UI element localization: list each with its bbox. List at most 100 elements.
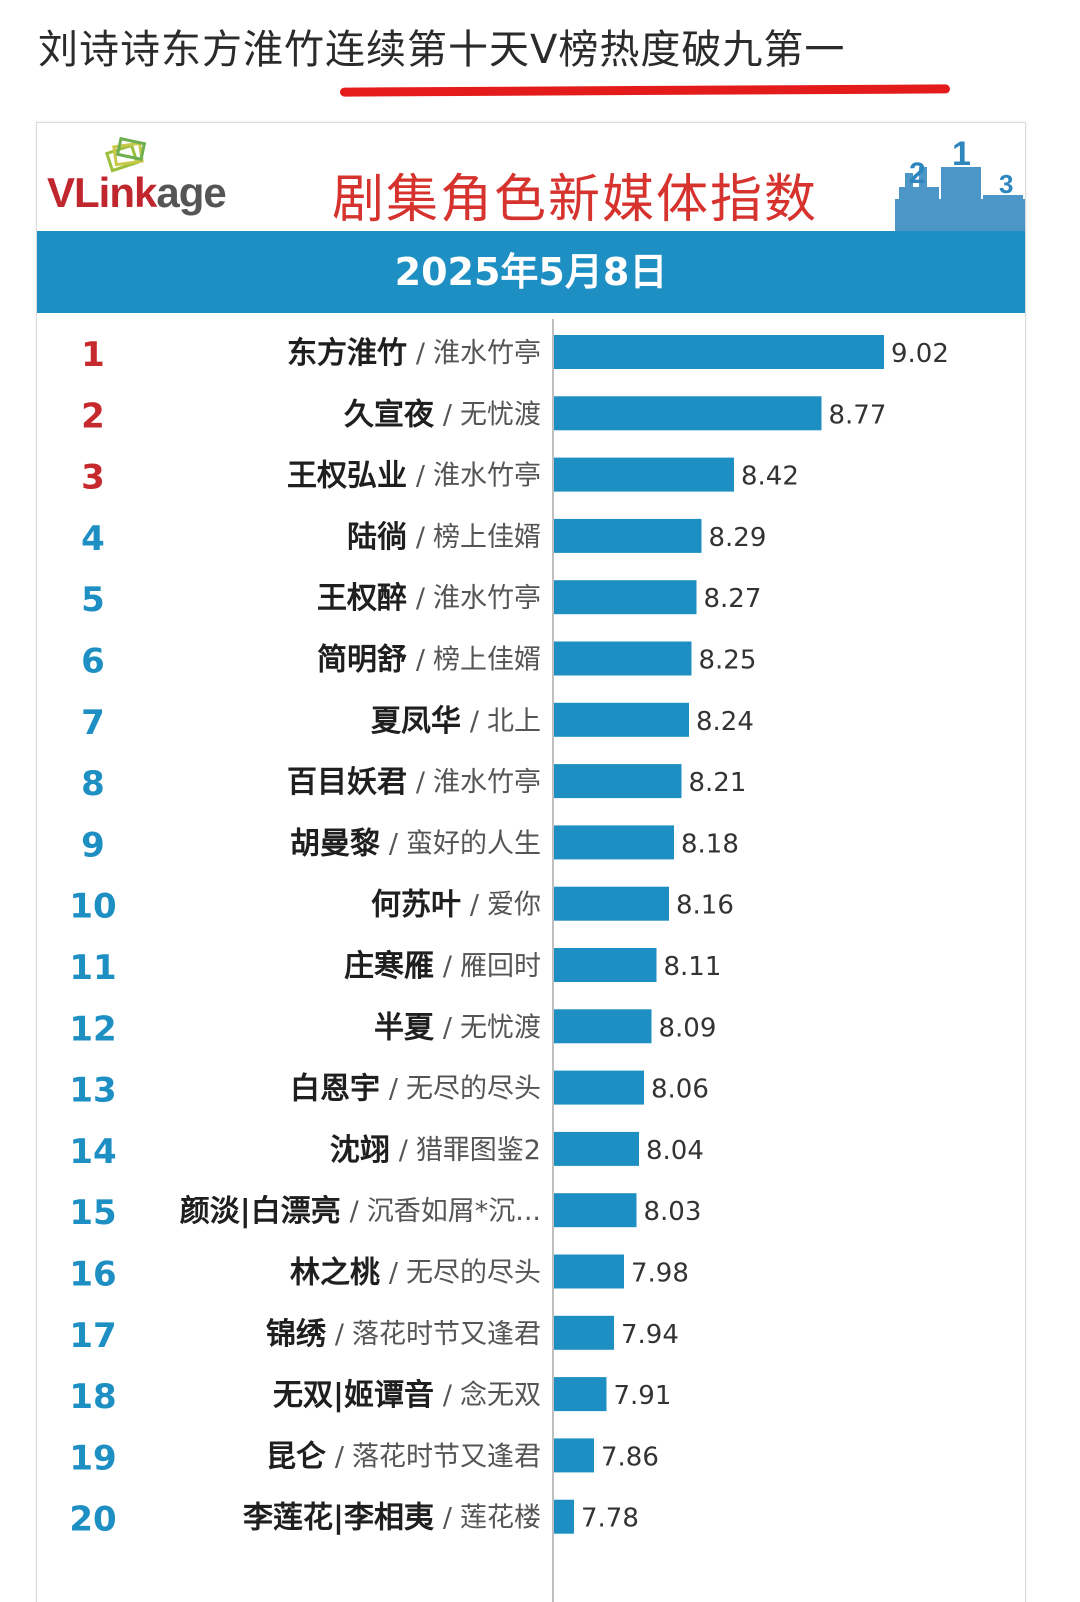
rank-number: 19 — [69, 1438, 116, 1478]
bar — [554, 1438, 594, 1473]
rank-number: 17 — [69, 1316, 116, 1356]
bar — [554, 948, 657, 982]
rank-number: 5 — [81, 580, 105, 620]
bar — [554, 1070, 644, 1105]
bar — [554, 396, 822, 431]
label-separator: / — [443, 1380, 453, 1411]
show-label: 爱你 — [487, 890, 541, 921]
show-label: 北上 — [487, 706, 541, 737]
show-label: 雁回时 — [460, 951, 541, 982]
bar-row-14: 14 猎罪图鉴2/ 沈翊 8.04 — [69, 1131, 704, 1172]
bar — [554, 335, 884, 369]
label-separator: / — [389, 1258, 399, 1289]
headline-underline — [339, 84, 951, 97]
bar-row-11: 11 雁回时/ 庄寒雁 8.11 — [69, 948, 721, 988]
bar-row-9: 9 蛮好的人生/ 胡曼黎 8.18 — [81, 825, 739, 865]
label-separator: / — [416, 645, 426, 676]
value-label: 7.98 — [631, 1259, 689, 1289]
bar-row-16: 16 无尽的尽头/ 林之桃 7.98 — [69, 1254, 689, 1295]
character-name: 陆徜 — [347, 520, 407, 555]
bar-row-10: 10 爱你/ 何苏叶 8.16 — [69, 886, 734, 927]
label-separator: / — [443, 1012, 453, 1043]
logo-cards-icon — [104, 136, 147, 173]
label-separator: / — [389, 828, 399, 859]
show-label: 榜上佳婿 — [433, 645, 541, 676]
value-label: 8.77 — [829, 400, 887, 430]
value-label: 7.91 — [614, 1381, 672, 1411]
value-label: 8.42 — [741, 462, 799, 492]
bar — [554, 457, 734, 492]
podium-icon: 2 1 3 — [895, 137, 1025, 233]
label-separator: / — [399, 1135, 409, 1166]
value-label: 8.04 — [646, 1136, 704, 1166]
show-label: 无忧渡 — [460, 399, 541, 430]
bar — [554, 764, 682, 799]
show-label: 淮水竹亭 — [433, 461, 541, 492]
bar-row-1: 1 淮水竹亭/ 东方淮竹 9.02 — [81, 335, 949, 375]
show-label: 蛮好的人生 — [406, 828, 541, 859]
value-label: 8.21 — [689, 768, 747, 798]
rank-number: 20 — [69, 1500, 116, 1540]
bar-row-20: 20 莲花楼/ 李莲花|李相夷 7.78 — [69, 1499, 639, 1540]
bar-row-19: 19 落花时节又逢君/ 昆仑 7.86 — [69, 1438, 659, 1478]
bar-row-4: 4 榜上佳婿/ 陆徜 8.29 — [81, 518, 767, 559]
character-name: 李莲花|李相夷 — [243, 1501, 434, 1536]
label-separator: / — [470, 890, 480, 921]
post-headline: 刘诗诗东方淮竹连续第十天V榜热度破九第一 — [38, 27, 846, 73]
bar-row-6: 6 榜上佳婿/ 简明舒 8.25 — [81, 641, 756, 682]
value-label: 8.24 — [696, 707, 754, 737]
show-label: 落花时节又逢君 — [352, 1319, 541, 1350]
rank-number: 14 — [69, 1132, 116, 1172]
rank-number: 10 — [69, 887, 116, 927]
label-separator: / — [350, 1196, 360, 1227]
bar-row-8: 8 淮水竹亭/ 百目妖君 8.21 — [81, 764, 746, 804]
show-label: 念无双 — [460, 1380, 541, 1411]
bar — [554, 1009, 652, 1044]
value-label: 8.29 — [709, 523, 767, 553]
rank-number: 4 — [81, 519, 105, 559]
label-separator: / — [416, 767, 426, 798]
value-label: 9.02 — [891, 339, 949, 369]
bar — [554, 1315, 614, 1350]
label-separator: / — [443, 1503, 453, 1534]
rank-number: 8 — [81, 764, 105, 804]
logo-wordmark-tail: age — [156, 169, 226, 216]
character-name: 胡曼黎 — [290, 826, 380, 861]
bar-row-15: 15 沉香如屑*沉.../ 颜淡|白漂亮 8.03 — [69, 1193, 701, 1233]
show-label: 淮水竹亭 — [433, 767, 541, 798]
bar — [554, 641, 692, 676]
bar-row-3: 3 淮水竹亭/ 王权弘业 8.42 — [81, 457, 799, 498]
character-name: 昆仑 — [266, 1439, 326, 1474]
show-label: 猎罪图鉴2 — [416, 1135, 541, 1166]
character-name: 沈翊 — [330, 1133, 390, 1168]
bar — [554, 1499, 574, 1534]
bar — [554, 1377, 607, 1412]
value-label: 8.03 — [644, 1197, 702, 1227]
label-separator: / — [470, 706, 480, 737]
rank-number: 11 — [69, 948, 116, 988]
show-label: 榜上佳婿 — [433, 522, 541, 553]
show-label: 无尽的尽头 — [406, 1258, 541, 1289]
show-label: 无尽的尽头 — [406, 1074, 541, 1105]
bar — [554, 518, 702, 553]
character-name: 东方淮竹 — [287, 336, 407, 371]
character-name: 无双|姬谭音 — [273, 1378, 434, 1413]
bar-row-12: 12 无忧渡/ 半夏 8.09 — [69, 1009, 716, 1049]
bar-row-17: 17 落花时节又逢君/ 锦绣 7.94 — [69, 1315, 679, 1356]
chart-plot: 1 淮水竹亭/东方淮竹 9.022 无忧渡/久宣夜 8.773 淮水竹亭/王权弘业 8.42… — [69, 319, 949, 1602]
rank-number: 3 — [81, 458, 105, 498]
rank-number: 9 — [81, 825, 105, 865]
bar-row-7: 7 北上/ 夏凤华 8.24 — [81, 702, 754, 743]
value-label: 8.09 — [659, 1013, 717, 1043]
bar-row-2: 2 无忧渡/ 久宣夜 8.77 — [81, 396, 886, 436]
label-separator: / — [416, 338, 426, 369]
character-name: 夏凤华 — [371, 704, 461, 739]
character-name: 何苏叶 — [371, 888, 461, 923]
value-label: 7.94 — [621, 1320, 679, 1350]
value-label: 8.27 — [704, 584, 762, 614]
character-name: 久宣夜 — [344, 397, 435, 432]
logo-wordmark-main: VLink — [47, 169, 157, 216]
value-label: 8.06 — [651, 1075, 709, 1105]
bar-row-18: 18 念无双/ 无双|姬谭音 7.91 — [69, 1377, 671, 1417]
